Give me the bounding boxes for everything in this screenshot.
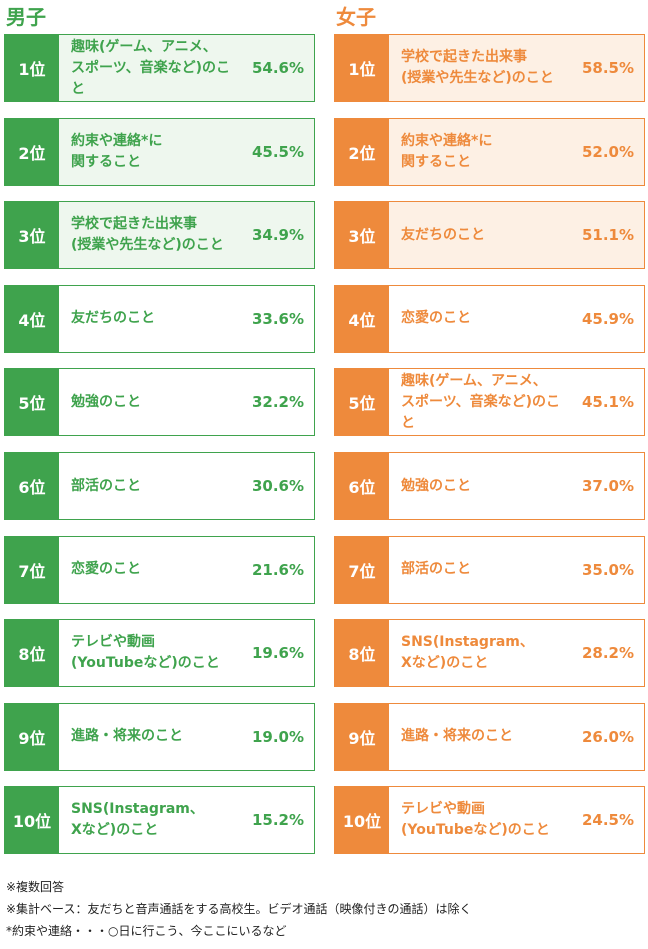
- boys-rank-row: 4位 友だちのこと 33.6%: [4, 284, 315, 353]
- rank-badge: 2位: [335, 118, 389, 185]
- topic-label: 進路・将来のこと: [71, 728, 183, 745]
- girls-title: 女子: [336, 5, 376, 29]
- topic-label: 部活のこと: [71, 477, 141, 494]
- girls-rank-row: 6位 勉強のこと 37.0%: [334, 452, 645, 520]
- percentage-value: 51.1%: [581, 226, 634, 245]
- note-footnote: *約束や連絡・・・○日に行こう、今ここにいるなど: [6, 924, 287, 938]
- percentage-value: 19.6%: [251, 644, 304, 663]
- percentage-value: 24.5%: [581, 811, 634, 830]
- boys-rank-row: 7位 恋愛のこと 21.6%: [4, 535, 315, 604]
- girls-rank-row: 9位 進路・将来のこと 26.0%: [334, 702, 645, 771]
- percentage-value: 26.0%: [581, 727, 634, 746]
- topic-label: 趣味(ゲーム、アニメ、 スポーツ、音楽など)のこと: [401, 372, 560, 431]
- rank-badge: 6位: [5, 453, 59, 519]
- girls-column: 女子 1位 学校で起きた出来事 (授業や先生など)のこと 58.5% 2位 約束や連絡*…: [334, 0, 645, 855]
- notes: ※複数回答 ※集計ベース：友だちと音声通話をする高校生。ビデオ通話（映像付きの通…: [6, 876, 471, 942]
- rank-badge: 1位: [335, 35, 389, 101]
- percentage-value: 15.2%: [251, 811, 304, 830]
- rank-badge: 5位: [5, 369, 59, 436]
- girls-rank-row: 10位 テレビや動画 (YouTubeなど)のこと 24.5%: [334, 786, 645, 855]
- percentage-value: 28.2%: [581, 644, 634, 663]
- percentage-value: 35.0%: [581, 560, 634, 579]
- rank-badge: 7位: [335, 536, 389, 603]
- boys-rank-row: 3位 学校で起きた出来事 (授業や先生など)のこと 34.9%: [4, 201, 315, 270]
- topic-label: テレビや動画 (YouTubeなど)のこと: [71, 634, 220, 672]
- note-multiple-answers: ※複数回答: [6, 880, 65, 894]
- rank-badge: 6位: [335, 453, 389, 519]
- rank-badge: 1位: [5, 35, 59, 101]
- topic-label: 恋愛のこと: [401, 310, 471, 327]
- percentage-value: 45.1%: [581, 393, 634, 412]
- percentage-value: 45.9%: [581, 309, 634, 328]
- rank-badge: 5位: [335, 369, 389, 436]
- girls-rank-row: 3位 友だちのこと 51.1%: [334, 201, 645, 270]
- boys-rank-row: 6位 部活のこと 30.6%: [4, 452, 315, 520]
- rank-badge: 4位: [5, 285, 59, 352]
- topic-label: 約束や連絡*に 関すること: [401, 132, 493, 170]
- rank-badge: 4位: [335, 285, 389, 352]
- percentage-value: 30.6%: [251, 477, 304, 495]
- percentage-value: 32.2%: [251, 393, 304, 412]
- topic-label: SNS(Instagram、 Xなど)のこと: [71, 801, 204, 839]
- boys-rank-row: 5位 勉強のこと 32.2%: [4, 368, 315, 437]
- topic-label: テレビや動画 (YouTubeなど)のこと: [401, 801, 550, 839]
- topic-label: 約束や連絡*に 関すること: [71, 132, 163, 170]
- percentage-value: 54.6%: [251, 59, 304, 77]
- girls-rank-row: 7位 部活のこと 35.0%: [334, 535, 645, 604]
- percentage-value: 34.9%: [251, 226, 304, 245]
- percentage-value: 52.0%: [581, 142, 634, 161]
- percentage-value: 58.5%: [581, 59, 634, 77]
- rank-badge: 9位: [5, 703, 59, 770]
- topic-label: 友だちのこと: [71, 310, 155, 327]
- boys-rank-row: 8位 テレビや動画 (YouTubeなど)のこと 19.6%: [4, 619, 315, 688]
- boys-rank-row: 10位 SNS(Instagram、 Xなど)のこと 15.2%: [4, 786, 315, 855]
- boys-rank-row: 1位 趣味(ゲーム、アニメ、 スポーツ、音楽など)のこと 54.6%: [4, 34, 315, 102]
- topic-label: SNS(Instagram、 Xなど)のこと: [401, 634, 534, 672]
- girls-rank-row: 1位 学校で起きた出来事 (授業や先生など)のこと 58.5%: [334, 34, 645, 102]
- percentage-value: 21.6%: [251, 560, 304, 579]
- topic-label: 趣味(ゲーム、アニメ、 スポーツ、音楽など)のこと: [71, 38, 230, 97]
- girls-rank-row: 8位 SNS(Instagram、 Xなど)のこと 28.2%: [334, 619, 645, 688]
- girls-rank-row: 2位 約束や連絡*に 関すること 52.0%: [334, 117, 645, 186]
- girls-rank-row: 4位 恋愛のこと 45.9%: [334, 284, 645, 353]
- topic-label: 恋愛のこと: [71, 561, 141, 578]
- rank-badge: 7位: [5, 536, 59, 603]
- topic-label: 勉強のこと: [401, 477, 471, 494]
- percentage-value: 33.6%: [251, 309, 304, 328]
- girls-rank-row: 5位 趣味(ゲーム、アニメ、 スポーツ、音楽など)のこと 45.1%: [334, 368, 645, 437]
- topic-label: 学校で起きた出来事 (授業や先生など)のこと: [401, 49, 554, 86]
- percentage-value: 37.0%: [581, 477, 634, 495]
- rank-badge: 10位: [335, 787, 389, 854]
- rank-badge: 3位: [5, 202, 59, 269]
- boys-rank-row: 9位 進路・将来のこと 19.0%: [4, 702, 315, 771]
- topic-label: 勉強のこと: [71, 393, 141, 410]
- rank-badge: 8位: [5, 620, 59, 687]
- rank-badge: 9位: [335, 703, 389, 770]
- rank-badge: 3位: [335, 202, 389, 269]
- boys-column: 男子 1位 趣味(ゲーム、アニメ、 スポーツ、音楽など)のこと 54.6% 2位 約束や…: [4, 0, 315, 855]
- rank-badge: 8位: [335, 620, 389, 687]
- percentage-value: 45.5%: [251, 142, 304, 161]
- topic-label: 部活のこと: [401, 561, 471, 578]
- boys-rank-row: 2位 約束や連絡*に 関すること 45.5%: [4, 117, 315, 186]
- topic-label: 友だちのこと: [401, 226, 485, 243]
- note-base: ※集計ベース：友だちと音声通話をする高校生。ビデオ通話（映像付きの通話）は除く: [6, 902, 472, 916]
- topic-label: 学校で起きた出来事 (授業や先生など)のこと: [71, 216, 224, 254]
- percentage-value: 19.0%: [251, 727, 304, 746]
- rank-badge: 10位: [5, 787, 59, 854]
- rank-badge: 2位: [5, 118, 59, 185]
- boys-title: 男子: [6, 5, 46, 29]
- topic-label: 進路・将来のこと: [401, 728, 513, 745]
